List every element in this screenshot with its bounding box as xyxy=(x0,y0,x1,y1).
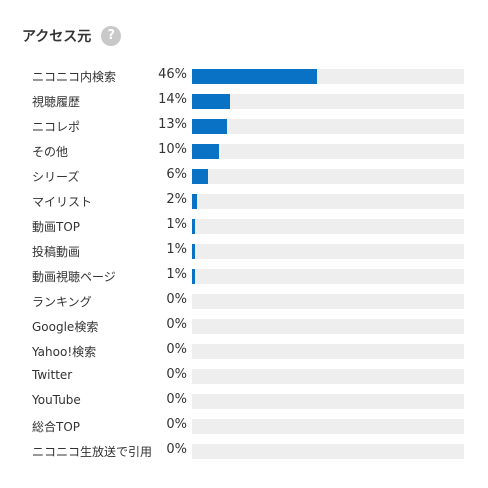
percent-label: 0% xyxy=(166,342,187,357)
percent-label: 0% xyxy=(166,392,187,407)
percent-label: 1% xyxy=(166,267,187,282)
bar-track xyxy=(192,94,464,109)
percent-label: 14% xyxy=(158,92,187,107)
section-title: アクセス元 xyxy=(22,29,92,45)
category-label: ニコニコ内検索 xyxy=(32,70,117,84)
bar xyxy=(192,119,227,134)
bar-track xyxy=(192,344,464,359)
bar xyxy=(192,219,195,234)
help-icon[interactable]: ? xyxy=(101,26,122,46)
bar-track xyxy=(192,444,464,459)
category-label: Google検索 xyxy=(32,320,99,334)
category-label: Yahoo!検索 xyxy=(32,345,97,359)
percent-label: 13% xyxy=(158,117,187,132)
category-label: 動画TOP xyxy=(32,220,81,234)
percent-label: 0% xyxy=(166,317,187,332)
bar-track xyxy=(192,69,464,84)
bar xyxy=(192,144,219,159)
chart-row: ランキング 0% xyxy=(0,289,488,314)
category-label: ランキング xyxy=(32,295,92,309)
chart-row: 動画視聴ページ 1% xyxy=(0,264,488,289)
category-label: 投稿動画 xyxy=(32,245,81,259)
bar-track xyxy=(192,394,464,409)
chart-row: 投稿動画 1% xyxy=(0,239,488,264)
category-label: 動画視聴ページ xyxy=(32,270,116,284)
percent-label: 1% xyxy=(166,217,187,232)
chart-row: ニコレポ 13% xyxy=(0,114,488,139)
percent-label: 6% xyxy=(166,167,187,182)
category-label: 視聴履歴 xyxy=(32,95,81,109)
percent-label: 0% xyxy=(166,292,187,307)
bar-track xyxy=(192,219,464,234)
bar-track xyxy=(192,144,464,159)
category-label: マイリスト xyxy=(32,195,93,209)
bar-track xyxy=(192,244,464,259)
bar-track xyxy=(192,169,464,184)
bar xyxy=(192,69,317,84)
bar-track xyxy=(192,269,464,284)
chart-row: Google検索 0% xyxy=(0,314,488,339)
chart-row: Yahoo!検索 0% xyxy=(0,339,488,364)
bar-track xyxy=(192,369,464,384)
bar xyxy=(192,169,208,184)
category-label: その他 xyxy=(32,145,69,159)
bar-track xyxy=(192,294,464,309)
bar xyxy=(192,194,197,209)
bar-track xyxy=(192,194,464,209)
percent-label: 0% xyxy=(166,442,187,457)
section-header: アクセス元 ? xyxy=(22,26,122,46)
chart-row: 総合TOP 0% xyxy=(0,414,488,439)
category-label: Twitter xyxy=(32,368,73,382)
bar-track xyxy=(192,319,464,334)
percent-label: 0% xyxy=(166,367,187,382)
bar-track xyxy=(192,419,464,434)
bar-track xyxy=(192,119,464,134)
percent-label: 46% xyxy=(158,67,187,82)
chart-row: Twitter 0% xyxy=(0,364,488,389)
chart-row: その他 10% xyxy=(0,139,488,164)
bar xyxy=(192,244,195,259)
bar xyxy=(192,269,195,284)
chart-row: シリーズ 6% xyxy=(0,164,488,189)
percent-label: 10% xyxy=(158,142,187,157)
percent-label: 0% xyxy=(166,417,187,432)
access-source-chart: ニコニコ内検索 46% 視聴履歴 14% ニコレポ 13% その他 10% シリーズ 6% マイリス… xyxy=(0,64,488,464)
percent-label: 2% xyxy=(166,192,187,207)
chart-row: 視聴履歴 14% xyxy=(0,89,488,114)
percent-label: 1% xyxy=(166,242,187,257)
chart-row: マイリスト 2% xyxy=(0,189,488,214)
chart-row: ニコニコ生放送で引用 0% xyxy=(0,439,488,464)
bar xyxy=(192,94,230,109)
category-label: YouTube xyxy=(32,393,81,407)
category-label: シリーズ xyxy=(32,170,80,184)
category-label: ニコレポ xyxy=(32,120,81,134)
chart-row: ニコニコ内検索 46% xyxy=(0,64,488,89)
chart-row: YouTube 0% xyxy=(0,389,488,414)
category-label: ニコニコ生放送で引用 xyxy=(32,445,153,459)
chart-row: 動画TOP 1% xyxy=(0,214,488,239)
category-label: 総合TOP xyxy=(32,420,81,434)
